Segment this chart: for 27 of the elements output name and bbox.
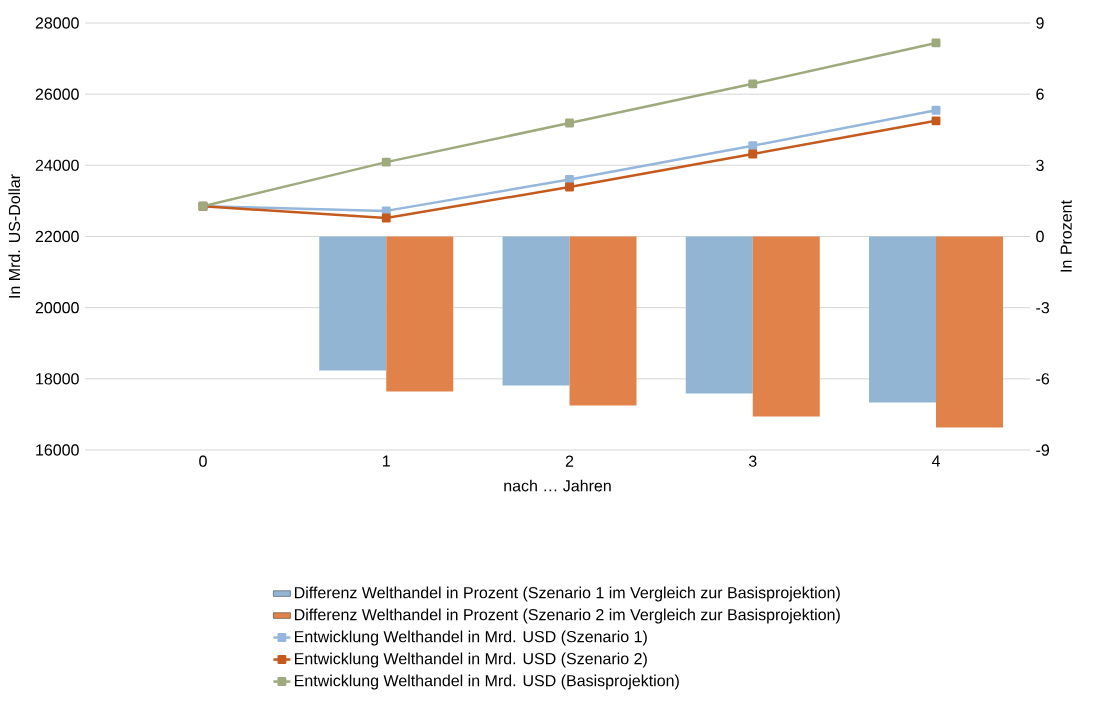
y2-tick-label: -6 [1036, 373, 1050, 385]
y-tick-label: 20000 [35, 302, 79, 314]
y-tick-label: 24000 [35, 159, 79, 171]
y-axis-title: In Mrd. US-Dollar [8, 174, 21, 298]
x-tick-label: 1 [383, 455, 390, 467]
y2-tick-label: -9 [1036, 444, 1050, 456]
x-tick-label: 2 [565, 455, 574, 467]
y-tick-label: 18000 [36, 373, 79, 385]
legend-label: Differenz Welthandel in Prozent (Szenario 1 im Vergleich zur Basisprojektion) [295, 586, 840, 602]
y2-tick-label: 6 [1036, 88, 1044, 100]
y-tick-label: 28000 [35, 17, 79, 29]
x-axis-title: nach … Jahren [504, 479, 611, 492]
y2-axis-title: In Prozent [1060, 200, 1072, 272]
y-tick-label: 22000 [35, 230, 79, 243]
legend-label: Entwicklung Welthandel in Mrd. USD (Basisprojektion) [295, 674, 679, 690]
y2-tick-label: 3 [1036, 159, 1044, 171]
legend-label: Differenz Welthandel in Prozent (Szenario 2 im Vergleich zur Basisprojektion) [295, 608, 840, 624]
y2-tick-label: -3 [1036, 302, 1050, 314]
y-tick-label: 16000 [36, 444, 79, 456]
y2-tick-label: 0 [1036, 230, 1044, 243]
legend-label: Entwicklung Welthandel in Mrd. USD (Szenario 2) [295, 652, 647, 668]
x-tick-label: 3 [748, 455, 757, 467]
y2-tick-label: 9 [1036, 17, 1044, 29]
x-tick-label: 0 [199, 455, 207, 467]
legend-label: Entwicklung Welthandel in Mrd. USD (Szenario 1) [295, 630, 647, 646]
y-tick-label: 26000 [35, 88, 79, 100]
x-tick-label: 4 [931, 455, 940, 467]
